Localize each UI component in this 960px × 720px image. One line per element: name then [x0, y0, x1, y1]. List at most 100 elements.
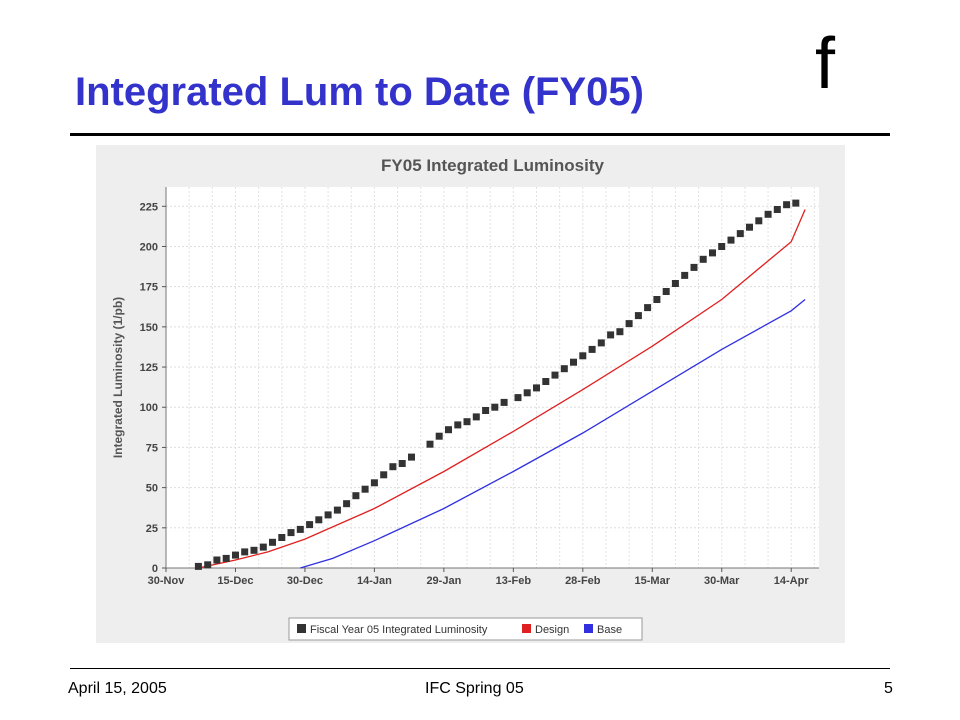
title-rule	[70, 133, 890, 136]
x-tick-label: 30-Nov	[148, 575, 186, 587]
footer-date: April 15, 2005	[68, 680, 167, 697]
y-tick-label: 125	[140, 362, 158, 374]
footer-event: IFC Spring 05	[425, 680, 524, 697]
legend-swatch	[584, 624, 593, 633]
data-point	[278, 534, 286, 541]
data-point	[764, 210, 772, 218]
data-point	[213, 556, 221, 564]
data-point	[662, 288, 670, 295]
data-point	[232, 551, 239, 559]
y-tick-label: 175	[140, 282, 158, 294]
legend-box	[288, 617, 643, 641]
data-point	[296, 525, 304, 533]
data-point	[671, 280, 679, 287]
data-point	[259, 543, 267, 551]
data-point	[250, 546, 258, 554]
data-point	[324, 511, 332, 519]
data-point	[306, 521, 314, 529]
data-point	[514, 394, 522, 402]
data-point	[269, 538, 276, 546]
data-point	[792, 199, 800, 207]
x-tick-label: 30-Dec	[287, 575, 323, 587]
data-point	[755, 217, 763, 225]
chart-container: 0 25 50 75 100 125 150 175 200 225 30-Nov 15-Dec 30-…	[96, 145, 845, 643]
slide-title: Integrated Lum to Date (FY05)	[75, 70, 644, 114]
y-tick-label: 0	[152, 563, 158, 575]
data-point	[653, 296, 661, 303]
data-point	[454, 421, 462, 429]
data-point	[389, 463, 397, 471]
data-point	[463, 418, 471, 426]
data-point	[783, 201, 791, 209]
data-point	[491, 403, 499, 411]
data-point	[736, 230, 744, 238]
x-tick-label: 14-Apr	[774, 575, 810, 587]
data-point	[333, 506, 341, 514]
data-point	[746, 223, 753, 231]
y-tick-label: 225	[140, 201, 158, 213]
data-point	[607, 331, 615, 339]
series-line-design	[198, 209, 806, 569]
data-point	[542, 378, 550, 385]
data-point	[380, 471, 388, 479]
data-point	[343, 500, 351, 508]
x-tick-label: 13-Feb	[496, 575, 532, 587]
data-point	[523, 389, 531, 397]
data-point	[681, 271, 689, 279]
footer-page-number: 5	[884, 680, 893, 697]
y-tick-label: 25	[146, 523, 158, 535]
data-point	[718, 243, 726, 250]
y-tick-label: 200	[140, 241, 158, 253]
legend-swatch	[522, 624, 531, 633]
data-point	[588, 345, 596, 353]
data-point	[361, 485, 369, 493]
legend-label: Fiscal Year 05 Integrated Luminosity	[310, 624, 488, 636]
luminosity-chart: 0 25 50 75 100 125 150 175 200 225 30-Nov 15-Dec 30-…	[96, 145, 845, 643]
chart-title: FY05 Integrated Luminosity	[381, 156, 604, 175]
data-point	[699, 255, 707, 263]
data-point	[597, 339, 605, 347]
data-point	[222, 554, 230, 562]
data-point	[287, 529, 295, 537]
data-point	[570, 358, 577, 366]
y-tick-label: 150	[140, 322, 158, 334]
data-point	[398, 460, 406, 467]
logo-f: f	[815, 24, 836, 104]
data-point	[551, 371, 559, 379]
data-point	[194, 562, 202, 570]
legend-label: Design	[535, 624, 569, 636]
legend-label: Base	[597, 624, 622, 636]
y-tick-label: 50	[146, 483, 158, 495]
data-point	[315, 516, 323, 524]
data-point	[500, 398, 508, 406]
data-point	[204, 561, 212, 569]
data-point	[727, 236, 735, 244]
y-tick-label: 100	[140, 402, 158, 414]
data-point	[426, 440, 434, 448]
x-tick-label: 14-Jan	[357, 575, 392, 587]
data-point	[533, 384, 540, 392]
x-tick-label: 15-Dec	[217, 575, 253, 587]
x-tick-label: 28-Feb	[565, 575, 601, 587]
data-point	[560, 365, 568, 373]
data-point	[773, 206, 781, 213]
y-axis-label: Integrated Luminosity (1/pb)	[111, 297, 125, 458]
footer-rule	[70, 668, 890, 669]
data-point	[408, 453, 415, 461]
legend-swatch	[297, 624, 306, 633]
data-point	[579, 352, 587, 360]
data-point	[709, 249, 716, 257]
data-point	[445, 426, 452, 434]
x-tick-label: 30-Mar	[704, 575, 740, 587]
data-point	[370, 479, 378, 487]
series-line-base	[300, 298, 806, 569]
data-point	[352, 492, 360, 500]
x-tick-label: 15-Mar	[635, 575, 671, 587]
data-point	[241, 548, 249, 556]
data-point	[482, 407, 490, 414]
data-point	[435, 432, 443, 440]
data-point	[625, 320, 633, 328]
data-point	[644, 304, 652, 312]
data-point	[616, 328, 624, 336]
data-point	[690, 263, 698, 271]
